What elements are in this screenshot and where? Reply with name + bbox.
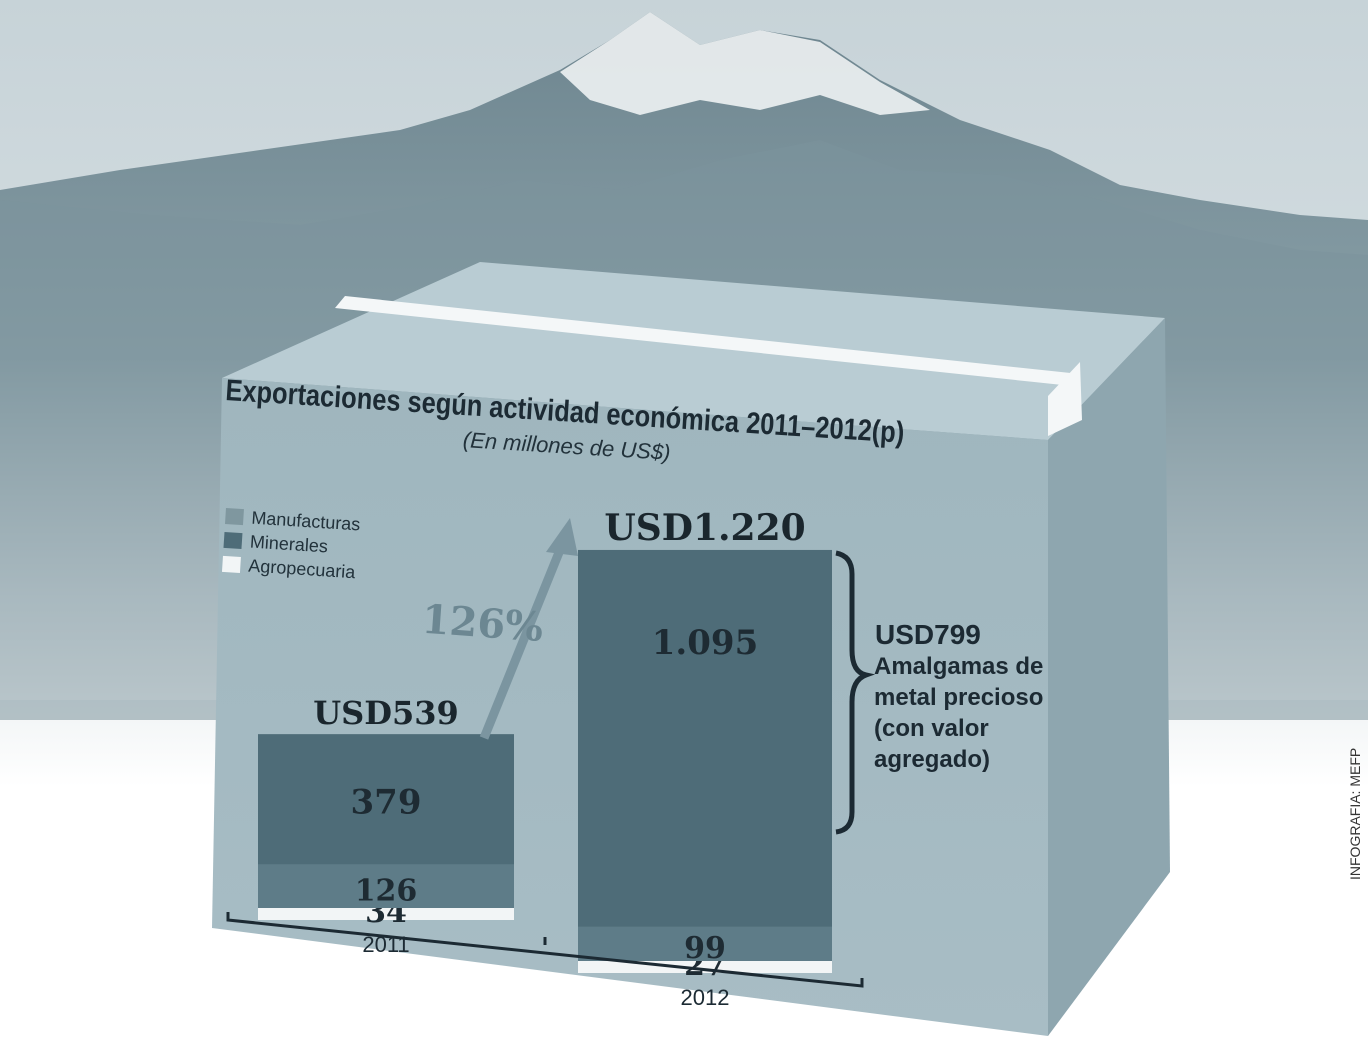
growth-arrow-head (546, 518, 578, 556)
segment-label-2012-manufacturas: 99 (684, 931, 726, 966)
annotation-amount: USD799 (875, 619, 981, 650)
mountain-snow-cap (560, 12, 930, 115)
bar-2011-minerales (258, 734, 514, 865)
box-tape-top (335, 296, 1080, 386)
annotation-line-3: (con valor (874, 715, 989, 742)
legend-swatch-agropecuaria (221, 555, 241, 574)
growth-arrow (479, 518, 578, 740)
bar-2012-minerales (578, 549, 832, 927)
annotation-line-4: agregado) (874, 746, 990, 773)
x-tick-label-2012: 2012 (681, 985, 730, 1010)
total-label-2012: USD1.220 (604, 507, 805, 549)
box-tape-side (1048, 362, 1082, 436)
legend-label-minerales: Minerales (249, 532, 328, 557)
bar-2012-manufacturas (578, 926, 832, 961)
box-top-face (222, 262, 1165, 440)
box-side-face (1048, 318, 1170, 1036)
growth-percent-label: 126% (420, 596, 544, 651)
segment-label-2011-manufacturas: 126 (355, 873, 418, 908)
annotation-brace (835, 550, 876, 835)
bar-2011-manufacturas (258, 864, 514, 908)
annotation-line-2: metal precioso (874, 684, 1043, 711)
growth-arrow-shaft (479, 543, 567, 740)
total-label-2011: USD539 (313, 694, 459, 732)
segment-label-2012-minerales: 1.095 (652, 623, 758, 663)
segment-label-2011-minerales: 379 (351, 782, 422, 822)
legend-swatch-manufacturas (224, 508, 244, 526)
annotation: USD799 Amalgamas de metal precioso (con … (874, 619, 1043, 773)
x-axis-line (226, 912, 864, 988)
bar-2011-agropecuaria (258, 908, 514, 920)
legend-swatch-minerales (223, 531, 243, 550)
annotation-line-1: Amalgamas de (874, 653, 1043, 680)
credit-text: INFOGRAFIA: MEFP (1347, 748, 1363, 880)
